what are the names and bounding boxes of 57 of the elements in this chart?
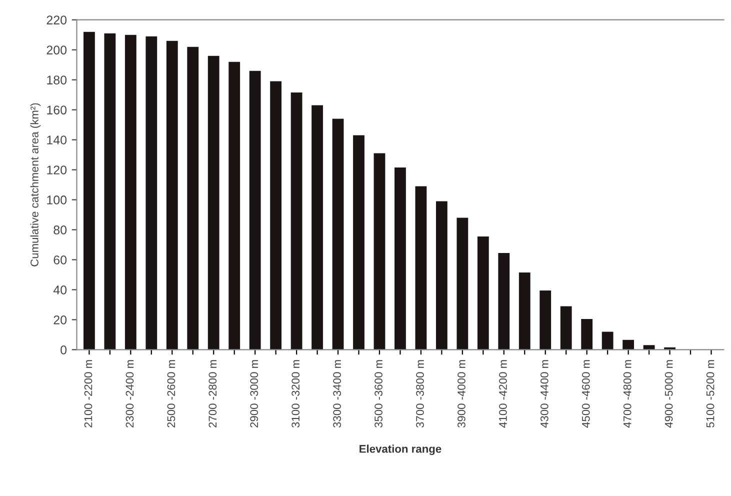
x-tick-label: 4300 -4400 m [540,360,548,428]
y-tick-label: 140 [47,136,67,144]
bar [146,36,158,350]
bar [602,332,614,350]
bar [290,92,302,350]
bar [518,272,530,350]
x-tick-label: 4500 -4600 m [582,360,590,428]
bar [353,135,364,350]
bar [332,118,344,350]
bar [540,290,552,350]
x-tick-label: 3900 -4000 m [458,360,466,428]
y-tick-label: 200 [46,46,67,54]
y-tick-label: 40 [53,286,67,294]
x-tick-label: 2500 -2600 m [167,360,176,428]
y-tick-label: 0 [60,345,67,354]
bar [187,46,199,350]
bar [394,168,406,350]
bar [581,318,593,350]
x-tick-label: 3300 -3400 m [333,360,341,428]
bar [436,201,448,350]
bar [124,34,136,350]
bar [560,306,572,350]
y-tick-label: 100 [47,196,67,204]
x-axis-title: Elevation range [360,444,442,456]
x-tick-label: 2100 -2200 m [84,360,92,428]
bar [228,62,240,350]
y-tick-label: 120 [47,166,67,174]
x-tick-label: 2700 -2800 m [208,360,217,428]
y-tick-label: 80 [54,226,67,234]
bar [83,32,95,350]
bar [312,105,323,350]
bar [270,81,282,350]
bar [166,40,178,350]
bar [415,186,427,350]
x-tick-label: 3700 -3800 m [416,360,424,428]
x-tick-label: 4900 -5000 m [664,360,673,428]
x-tick-label: 2300 -2400 m [126,360,134,428]
y-tick-label: 180 [47,76,67,84]
y-axis-title: Cumulative catchment area (km²) [30,103,41,266]
x-tick-label: 4700 -4800 m [623,360,632,428]
y-tick-label: 60 [54,256,67,264]
bar [104,33,116,350]
x-tick-label: 4100 -4200 m [499,360,507,428]
x-tick-label: 3100 -3200 m [292,360,300,428]
y-tick-label: 220 [46,16,67,24]
bar [208,56,220,350]
x-tick-label: 5100 -5200 m [706,360,714,428]
y-tick-label: 160 [47,106,67,114]
bar [622,340,634,350]
y-tick-label: 20 [54,315,67,324]
x-tick-label: 3500 -3600 m [374,360,382,428]
bar [477,236,489,350]
bar [498,252,510,350]
bar [374,153,386,350]
bar [249,70,261,350]
bar [456,218,468,350]
x-tick-label: 2900 -3000 m [250,360,258,428]
